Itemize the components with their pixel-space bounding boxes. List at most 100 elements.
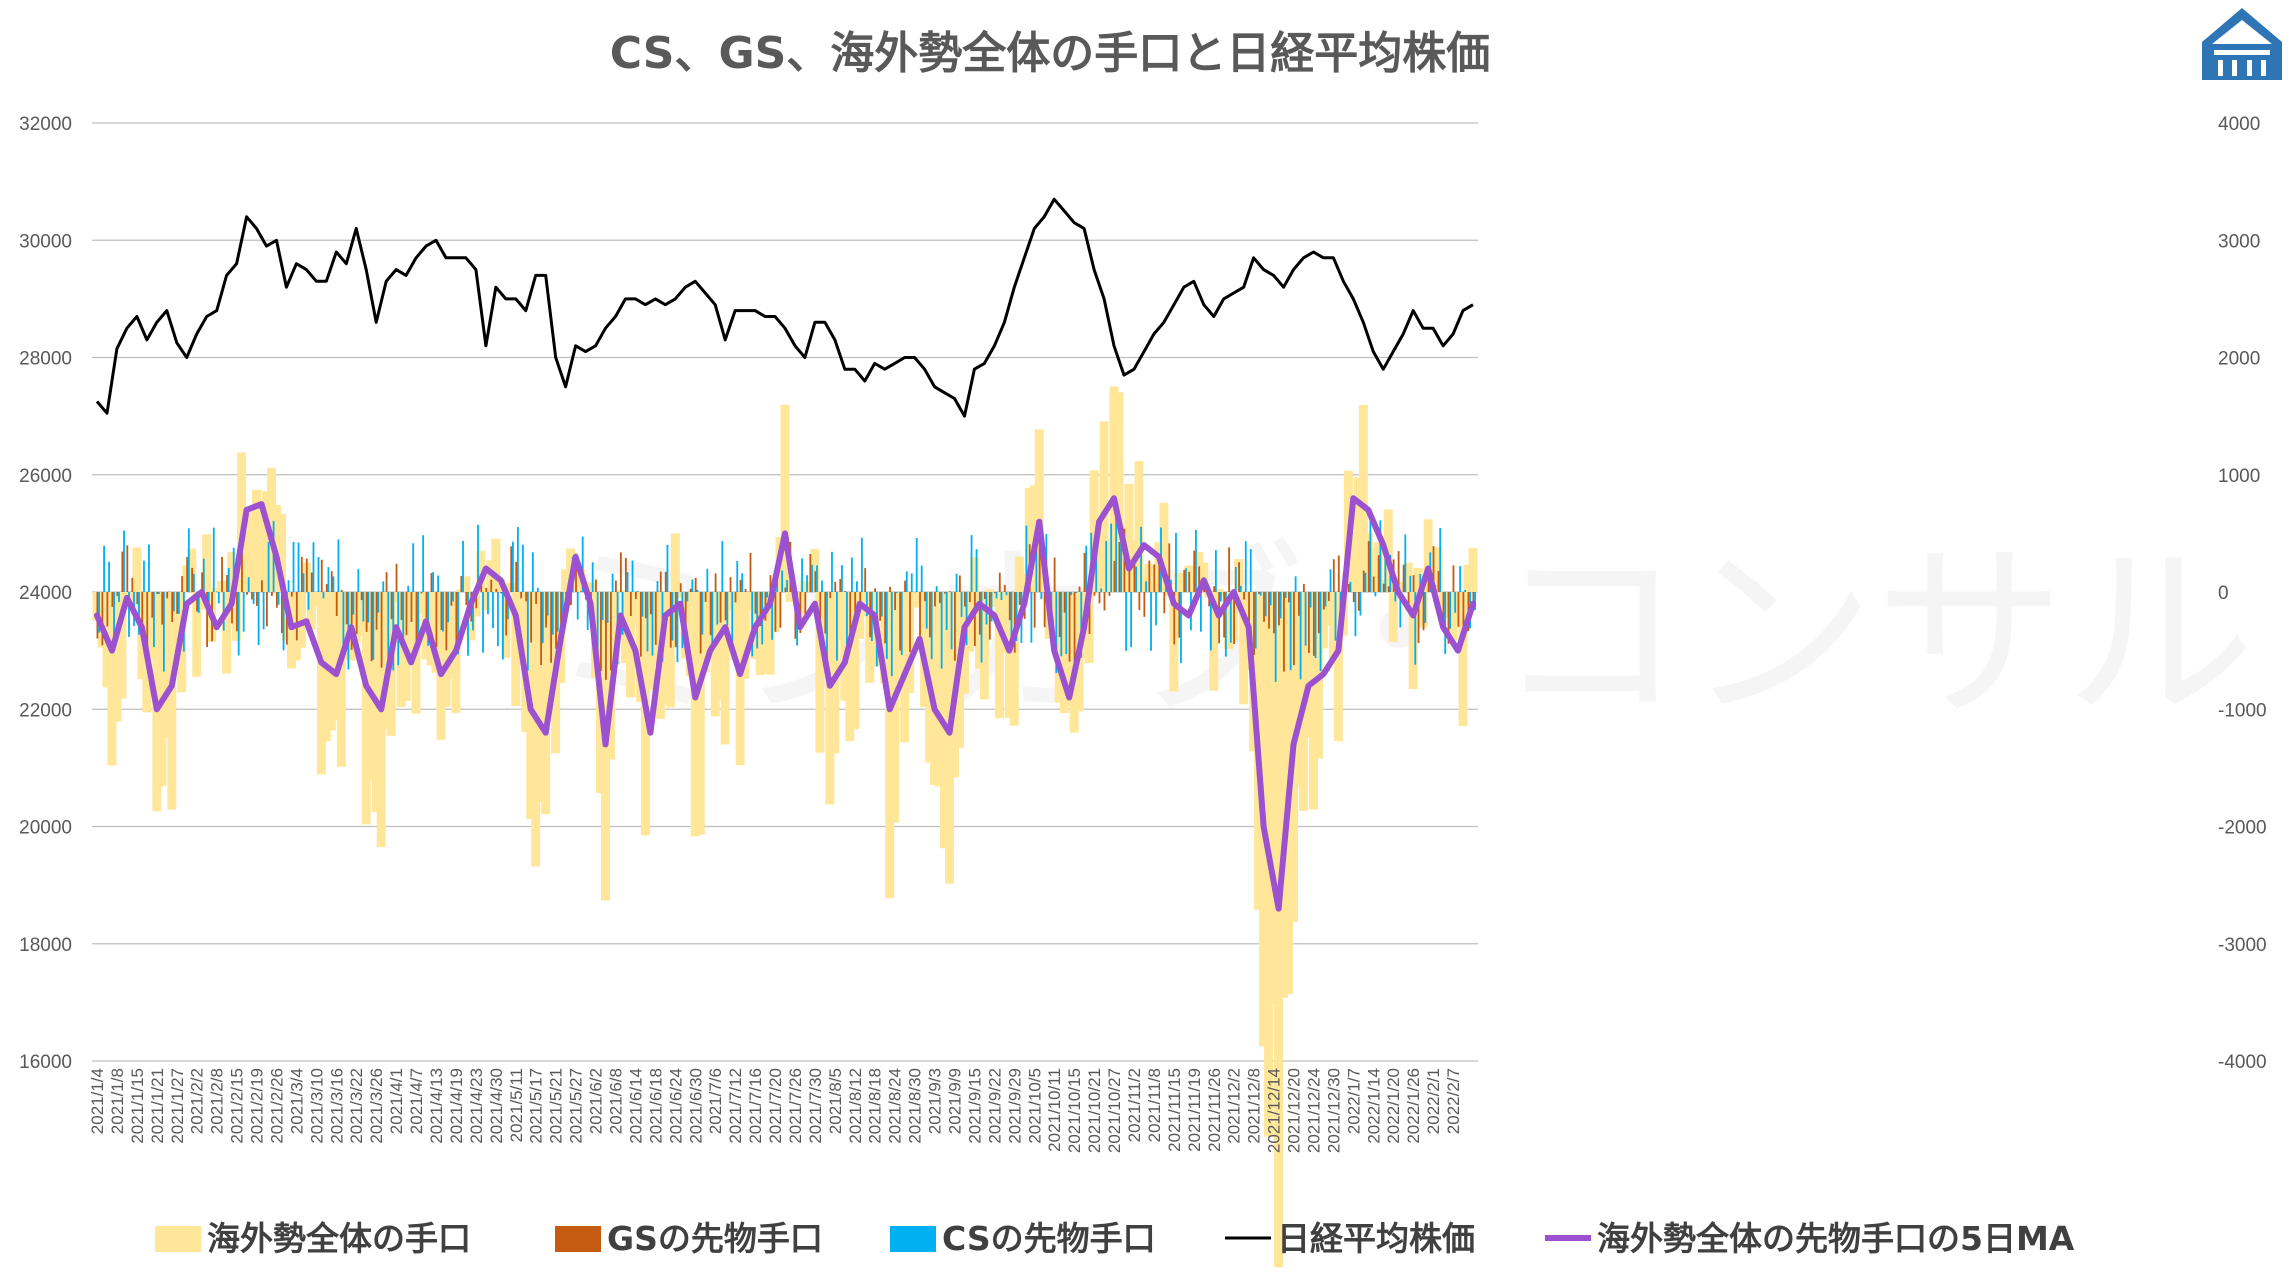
bar-cs: [721, 541, 724, 592]
bar-cs: [1454, 592, 1457, 613]
y-left-tick-label: 20000: [19, 818, 72, 839]
bar-gs: [555, 592, 557, 649]
bar-gs: [1183, 569, 1186, 592]
bar-cs: [452, 592, 454, 602]
watermark: ミンカブ・コンサル: [545, 524, 2255, 745]
x-tick-label: 2021/5/27: [567, 1068, 586, 1144]
bar-foreign-total: [197, 592, 207, 610]
x-tick-label: 2021/12/14: [1265, 1068, 1284, 1153]
bar-foreign-total: [1413, 568, 1423, 592]
x-tick-label: 2021/4/30: [487, 1068, 506, 1144]
bar-gs: [1302, 584, 1305, 592]
bar-gs: [1382, 583, 1385, 592]
bar-gs: [1033, 592, 1036, 628]
bar-gs: [958, 575, 961, 592]
bar-cs: [242, 592, 245, 632]
bar-cs: [118, 592, 120, 603]
bar-gs: [809, 554, 812, 592]
bar-foreign-total: [1348, 533, 1358, 592]
bar-cs: [920, 565, 923, 592]
bar-gs: [350, 592, 353, 650]
bar-cs: [1239, 585, 1242, 592]
bar-foreign-total: [1388, 592, 1398, 643]
bar-gs: [420, 592, 423, 594]
bar-cs: [781, 570, 784, 592]
bar-gs: [310, 572, 313, 592]
bar-foreign-total: [1019, 574, 1029, 592]
y-left-tick-label: 24000: [19, 583, 72, 604]
bar-cs: [1065, 592, 1068, 655]
bar-gs: [619, 552, 622, 592]
x-tick-label: 2021/8/5: [826, 1068, 845, 1134]
bar-cs: [1025, 525, 1028, 592]
bar-foreign-total: [645, 592, 655, 690]
bar-foreign-total: [690, 592, 700, 837]
bar-cs: [811, 564, 813, 592]
bar-gs: [146, 592, 149, 652]
bar-foreign-total: [237, 452, 247, 592]
bar-gs: [1198, 566, 1201, 592]
bar-cs: [372, 592, 375, 660]
x-tick-label: 2021/2/8: [208, 1068, 227, 1134]
bar-gs: [1312, 592, 1315, 656]
bar-cs: [197, 592, 200, 613]
bar-gs: [1432, 546, 1435, 592]
bar-gs: [1253, 592, 1255, 656]
bar-cs: [1409, 575, 1412, 592]
bar-foreign-total: [306, 592, 316, 630]
bar-gs: [450, 592, 453, 606]
bar-foreign-total: [476, 550, 486, 592]
bar-cs: [212, 527, 215, 592]
bar-gs: [1133, 555, 1136, 592]
y-right-tick-label: -3000: [2218, 935, 2267, 956]
bar-gs: [1003, 585, 1006, 592]
bar-cs: [786, 580, 788, 592]
bar-foreign-total: [999, 592, 1009, 653]
bar-foreign-total: [1353, 477, 1363, 592]
bar-cs: [915, 537, 918, 592]
bar-cs: [1269, 592, 1272, 606]
bar-gs: [1138, 592, 1141, 611]
bar-cs: [731, 592, 734, 644]
x-tick-label: 2021/8/18: [866, 1068, 885, 1144]
bar-cs: [990, 592, 993, 622]
x-tick-label: 2021/6/18: [646, 1068, 665, 1144]
bar-gs: [978, 592, 981, 635]
bar-gs: [1008, 592, 1011, 621]
bar-cs: [1284, 592, 1287, 598]
bar-cs: [148, 544, 150, 592]
bar-gs: [1422, 592, 1425, 631]
bar-foreign-total: [262, 491, 271, 592]
bar-gs: [460, 575, 463, 592]
bar-cs: [766, 592, 769, 598]
bar-foreign-total: [1358, 404, 1368, 592]
bar-foreign-total: [286, 592, 296, 669]
bar-cs: [172, 592, 175, 612]
bar-gs: [864, 568, 867, 592]
bar-gs: [919, 592, 921, 638]
bar-cs: [1030, 592, 1033, 643]
bar-foreign-total: [376, 592, 386, 848]
bar-foreign-total: [531, 592, 541, 867]
bar-gs: [929, 592, 931, 638]
bar-gs: [1362, 570, 1365, 592]
bar-gs: [1128, 569, 1131, 592]
bar-cs: [1309, 592, 1312, 608]
bar-cs: [1384, 543, 1387, 592]
bar-foreign-total: [112, 592, 122, 722]
bar-cs: [741, 573, 744, 592]
bar-cs: [1229, 592, 1232, 643]
bar-gs: [256, 592, 258, 606]
bar-gs: [1053, 557, 1056, 592]
bar-gs: [939, 592, 941, 604]
bar-gs: [126, 545, 129, 592]
bar-cs: [1474, 592, 1476, 611]
bar-cs: [317, 556, 320, 592]
bar-gs: [560, 592, 562, 646]
bar-gs: [425, 592, 428, 619]
bar-gs: [894, 592, 896, 611]
bar-cs: [531, 552, 534, 592]
bar-foreign-total: [1134, 461, 1144, 592]
bar-gs: [709, 592, 712, 636]
bar-foreign-total: [1139, 576, 1149, 592]
